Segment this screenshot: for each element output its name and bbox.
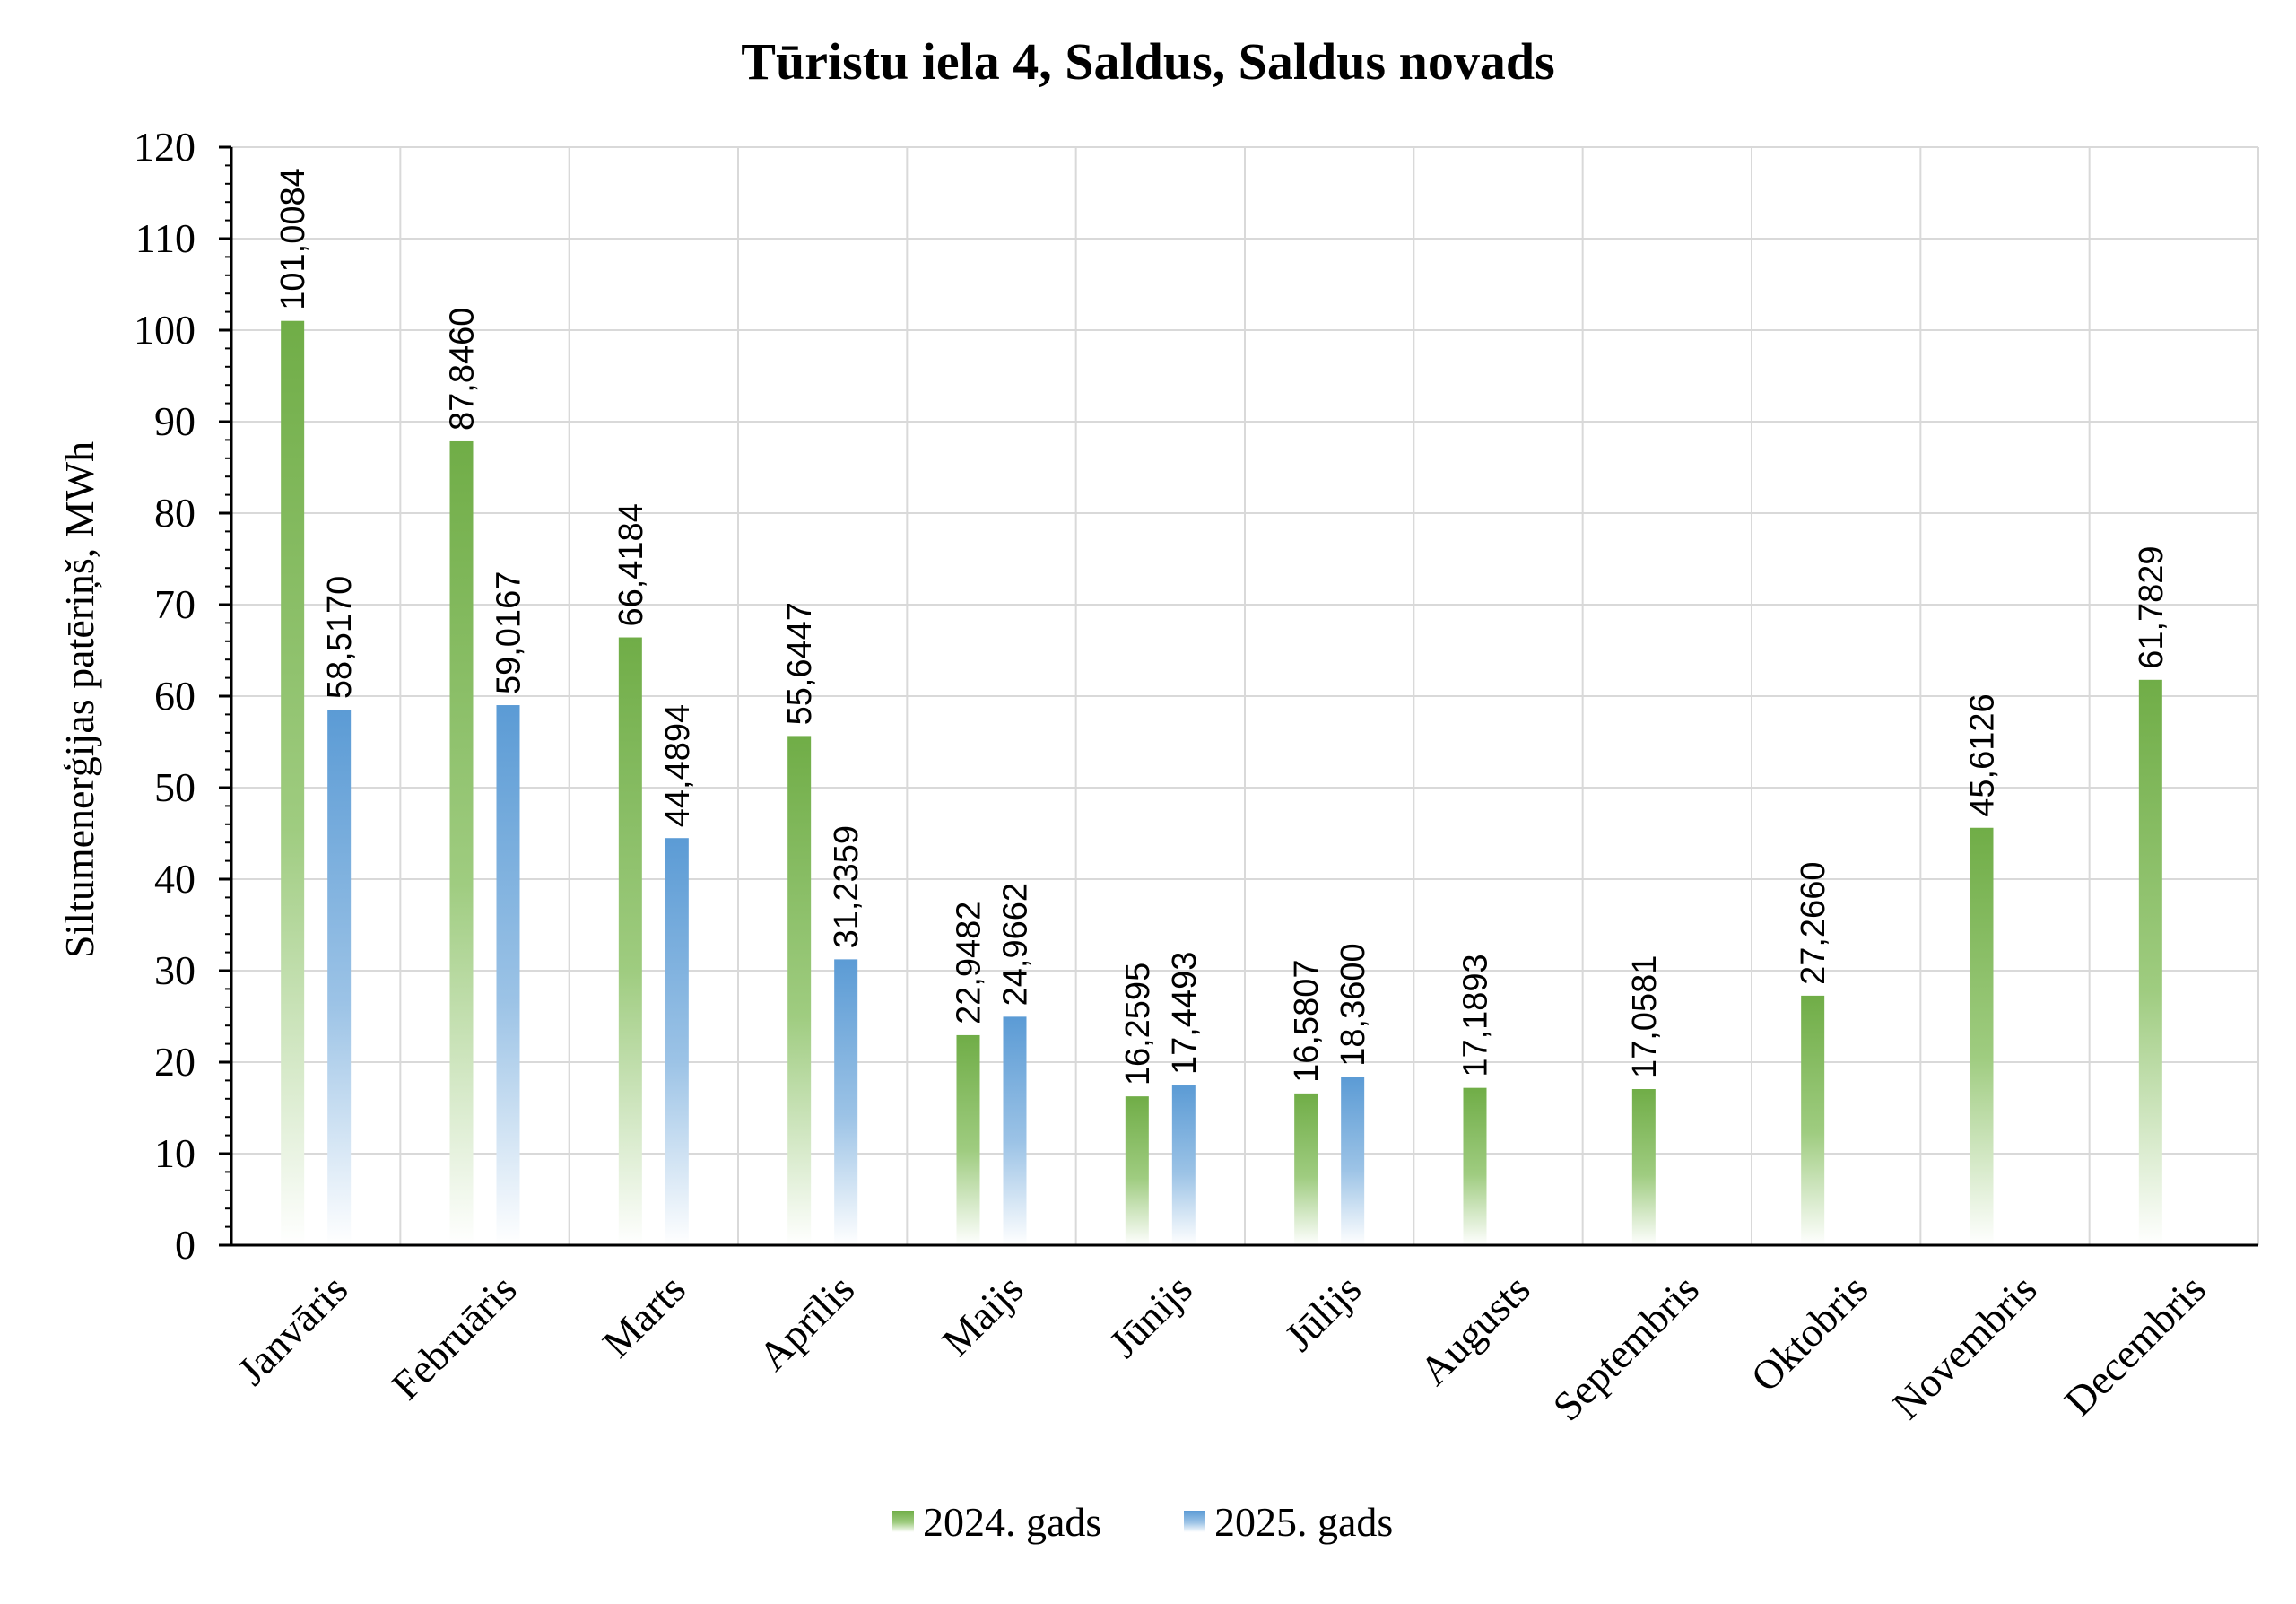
legend-label-2025: 2025. gads xyxy=(1214,1499,1393,1545)
bar-2024 xyxy=(956,1034,980,1245)
x-tick-label: Decembris xyxy=(2056,1266,2214,1425)
legend-label-2024: 2024. gads xyxy=(923,1499,1101,1545)
bar-2025 xyxy=(1341,1077,1365,1245)
y-tick-label: 20 xyxy=(154,1039,196,1085)
data-label: 45,6126 xyxy=(1964,693,2002,816)
bar-2024 xyxy=(449,440,474,1245)
y-tick-label: 60 xyxy=(154,673,196,719)
x-tick-label: Jūlijs xyxy=(1275,1266,1370,1360)
x-tick-label: Marts xyxy=(594,1266,694,1366)
x-tick-label: Janvāris xyxy=(229,1266,357,1394)
y-tick-label: 50 xyxy=(154,764,196,810)
data-label: 22,9482 xyxy=(951,902,988,1024)
data-label: 101,0084 xyxy=(274,168,312,310)
bar-2025 xyxy=(834,959,858,1245)
bar-2025 xyxy=(496,705,520,1245)
x-tick-label: Aprīlis xyxy=(750,1266,863,1379)
bar-2024 xyxy=(1631,1089,1656,1245)
bar-2024 xyxy=(1125,1096,1149,1245)
data-label: 17,1893 xyxy=(1457,954,1495,1077)
x-tick-label: Jūnijs xyxy=(1100,1266,1201,1366)
data-label: 44,4894 xyxy=(659,704,697,827)
y-tick-label: 40 xyxy=(154,856,196,902)
bar-2024 xyxy=(2138,679,2162,1245)
y-tick-label: 80 xyxy=(154,490,196,536)
data-label: 58,5170 xyxy=(321,576,359,699)
legend: 2024. gads 2025. gads xyxy=(892,1499,1393,1545)
legend-swatch-2024 xyxy=(892,1511,914,1532)
data-label: 18,3600 xyxy=(1335,943,1372,1066)
x-tick-label: Februāris xyxy=(383,1266,526,1408)
gridlines xyxy=(231,146,2259,1245)
y-axis-title: Siltumenerģijas patēriņš, MWh xyxy=(57,441,102,958)
data-label: 55,6447 xyxy=(781,602,819,725)
x-tick-label: Novembris xyxy=(1883,1266,2046,1428)
x-tick-label: Oktobris xyxy=(1742,1266,1876,1400)
bar-2025 xyxy=(1171,1085,1196,1245)
data-label: 59,0167 xyxy=(491,571,528,694)
bar-2024 xyxy=(1801,995,1825,1245)
y-tick-label: 30 xyxy=(154,947,196,993)
data-label: 17,4493 xyxy=(1166,952,1204,1075)
bar-2025 xyxy=(665,838,689,1245)
bar-2024 xyxy=(787,736,812,1245)
x-tick-label: Augusts xyxy=(1411,1266,1539,1394)
data-label: 16,5807 xyxy=(1288,960,1326,1083)
y-tick-label: 120 xyxy=(134,124,196,170)
y-tick-label: 10 xyxy=(154,1130,196,1176)
y-tick-label: 110 xyxy=(135,215,196,261)
data-labels: 101,0084 58,5170 87,8460 59,0167 66,4184 44,4… xyxy=(274,168,2170,1085)
data-label: 16,2595 xyxy=(1119,963,1157,1085)
bars xyxy=(281,320,2162,1245)
y-tick-label: 90 xyxy=(154,398,196,444)
y-tick-label: 0 xyxy=(175,1222,196,1268)
data-label: 31,2359 xyxy=(828,825,865,948)
bar-2024 xyxy=(281,320,305,1245)
data-label: 66,4184 xyxy=(613,503,650,626)
chart-title: Tūristu iela 4, Saldus, Saldus novads xyxy=(741,32,1554,91)
bar-2024 xyxy=(1294,1093,1318,1245)
y-tick-label: 70 xyxy=(154,581,196,627)
x-tick-label: Septembris xyxy=(1544,1266,1707,1429)
bar-2025 xyxy=(1003,1016,1027,1245)
data-label: 17,0581 xyxy=(1626,955,1664,1078)
bar-2024 xyxy=(1463,1087,1487,1245)
legend-swatch-2025 xyxy=(1184,1511,1205,1532)
bar-2025 xyxy=(327,710,352,1245)
data-label: 87,8460 xyxy=(444,308,482,431)
data-label: 24,9662 xyxy=(997,883,1035,1006)
y-tick-label: 100 xyxy=(134,307,196,353)
data-label: 27,2660 xyxy=(1795,862,1832,985)
x-tick-label: Maijs xyxy=(933,1266,1031,1364)
bar-2024 xyxy=(1970,827,1994,1245)
data-label: 61,7829 xyxy=(2133,545,2170,668)
bar-2024 xyxy=(618,637,642,1245)
